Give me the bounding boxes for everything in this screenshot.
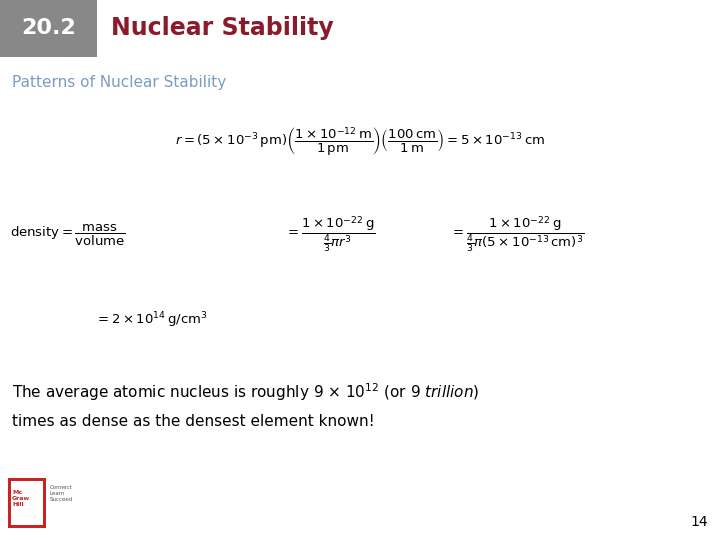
Bar <box>0 0 97 57</box>
Bar <box>8 478 46 528</box>
Text: The average atomic nucleus is roughly 9 $\times$ 10$^{12}$ (or 9 $\mathit{trilli: The average atomic nucleus is roughly 9 … <box>12 381 480 403</box>
Text: Connect
Learn
Succeed: Connect Learn Succeed <box>50 485 73 502</box>
Text: $r = (5 \times 10^{-3}\,\mathrm{pm})\left(\dfrac{1 \times 10^{-12}\,\mathrm{m}}{: $r = (5 \times 10^{-3}\,\mathrm{pm})\lef… <box>175 126 545 158</box>
Text: times as dense as the densest element known!: times as dense as the densest element kn… <box>12 415 374 429</box>
Text: 20.2: 20.2 <box>21 18 76 38</box>
Text: 14: 14 <box>690 515 708 529</box>
Bar <box>11 481 43 525</box>
Text: $\mathrm{density} = \dfrac{\mathrm{mass}}{\mathrm{volume}}$: $\mathrm{density} = \dfrac{\mathrm{mass}… <box>10 222 126 247</box>
Text: Patterns of Nuclear Stability: Patterns of Nuclear Stability <box>12 75 226 90</box>
Text: Mc
Graw
Hill: Mc Graw Hill <box>12 490 30 507</box>
Text: $= 2 \times 10^{14}\,\mathrm{g/cm^3}$: $= 2 \times 10^{14}\,\mathrm{g/cm^3}$ <box>95 310 207 330</box>
Text: $= \dfrac{1 \times 10^{-22}\,\mathrm{g}}{\frac{4}{3}\pi r^3}$: $= \dfrac{1 \times 10^{-22}\,\mathrm{g}}… <box>285 215 375 255</box>
Text: $= \dfrac{1 \times 10^{-22}\,\mathrm{g}}{\frac{4}{3}\pi(5 \times 10^{-13}\,\math: $= \dfrac{1 \times 10^{-22}\,\mathrm{g}}… <box>450 215 585 255</box>
Text: Nuclear Stability: Nuclear Stability <box>111 17 334 40</box>
